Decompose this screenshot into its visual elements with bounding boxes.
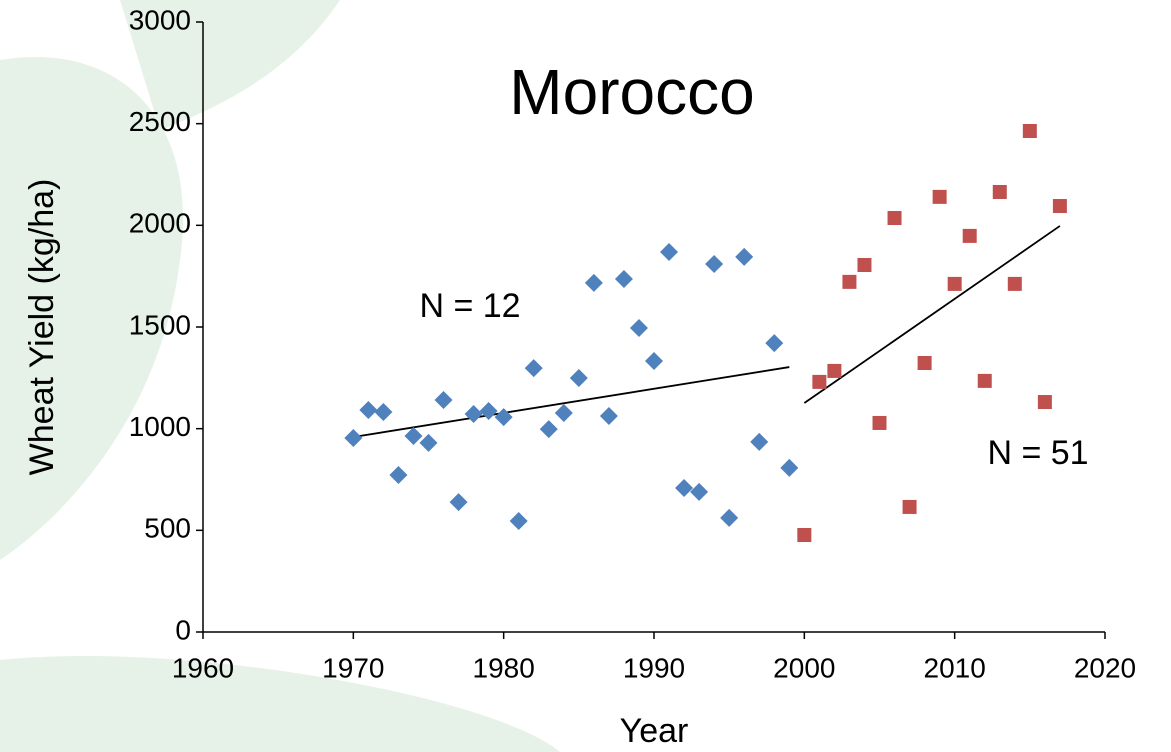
leaf-shape bbox=[0, 656, 560, 752]
data-point bbox=[675, 479, 694, 498]
data-point bbox=[705, 254, 724, 273]
data-point bbox=[720, 508, 739, 527]
y-tick-label: 0 bbox=[175, 614, 191, 645]
data-point bbox=[827, 363, 842, 378]
data-point bbox=[614, 270, 633, 289]
data-point bbox=[917, 355, 932, 370]
data-point bbox=[449, 493, 468, 512]
data-point bbox=[735, 247, 754, 266]
data-point bbox=[509, 511, 528, 530]
data-point bbox=[947, 276, 962, 291]
y-tick-label: 2000 bbox=[129, 208, 191, 239]
annotation: N = 12 bbox=[419, 287, 520, 325]
x-axis-title: Year bbox=[620, 712, 689, 750]
data-point bbox=[464, 405, 483, 424]
leaf-shape bbox=[0, 56, 184, 561]
data-point bbox=[524, 359, 543, 378]
data-point bbox=[599, 407, 618, 426]
data-point bbox=[690, 482, 709, 501]
y-tick-label: 3000 bbox=[129, 4, 191, 35]
data-point bbox=[962, 228, 977, 243]
data-point bbox=[842, 274, 857, 289]
data-point bbox=[1022, 123, 1037, 138]
trend-line bbox=[353, 366, 790, 438]
data-point bbox=[419, 433, 438, 452]
data-point bbox=[389, 466, 408, 485]
data-point bbox=[797, 528, 812, 543]
x-tick-label: 1960 bbox=[172, 652, 234, 683]
y-axis-title: Wheat Yield (kg/ha) bbox=[23, 179, 61, 476]
trend-line bbox=[803, 225, 1061, 404]
data-point bbox=[932, 189, 947, 204]
data-point bbox=[765, 334, 784, 353]
data-point bbox=[660, 242, 679, 261]
data-point bbox=[344, 429, 363, 448]
data-point bbox=[887, 211, 902, 226]
background-decoration bbox=[0, 0, 560, 752]
x-tick-label: 2020 bbox=[1074, 652, 1136, 683]
data-point bbox=[1037, 395, 1052, 410]
data-point bbox=[629, 319, 648, 338]
data-point bbox=[992, 184, 1007, 199]
data-point bbox=[645, 351, 663, 370]
data-point bbox=[780, 458, 799, 477]
x-tick-label: 1970 bbox=[322, 652, 384, 683]
data-point bbox=[902, 499, 917, 514]
data-point bbox=[857, 257, 872, 272]
data-point bbox=[404, 426, 423, 445]
x-tick-label: 1990 bbox=[623, 652, 685, 683]
data-point bbox=[1052, 199, 1067, 214]
y-tick-label: 1500 bbox=[129, 309, 191, 340]
data-point bbox=[812, 374, 827, 389]
data-point bbox=[569, 369, 588, 388]
x-tick-label: 2010 bbox=[924, 652, 986, 683]
annotation: N = 51 bbox=[987, 434, 1088, 472]
data-point bbox=[872, 415, 887, 430]
data-point bbox=[479, 401, 498, 420]
y-tick-label: 1000 bbox=[129, 411, 191, 442]
x-tick-label: 1980 bbox=[473, 652, 535, 683]
data-point bbox=[584, 273, 603, 292]
y-tick-label: 2500 bbox=[129, 106, 191, 137]
data-point bbox=[554, 404, 573, 423]
chart-title: Morocco bbox=[509, 56, 754, 128]
data-point bbox=[494, 408, 513, 427]
data-point bbox=[750, 432, 769, 451]
x-tick-label: 2000 bbox=[773, 652, 835, 683]
data-point bbox=[374, 402, 393, 421]
leaf-shape bbox=[120, 0, 340, 130]
data-point bbox=[434, 390, 453, 409]
data-point bbox=[539, 420, 558, 439]
data-point bbox=[359, 400, 378, 419]
y-tick-label: 500 bbox=[144, 513, 191, 544]
data-point bbox=[1007, 276, 1022, 291]
data-point bbox=[977, 373, 992, 388]
